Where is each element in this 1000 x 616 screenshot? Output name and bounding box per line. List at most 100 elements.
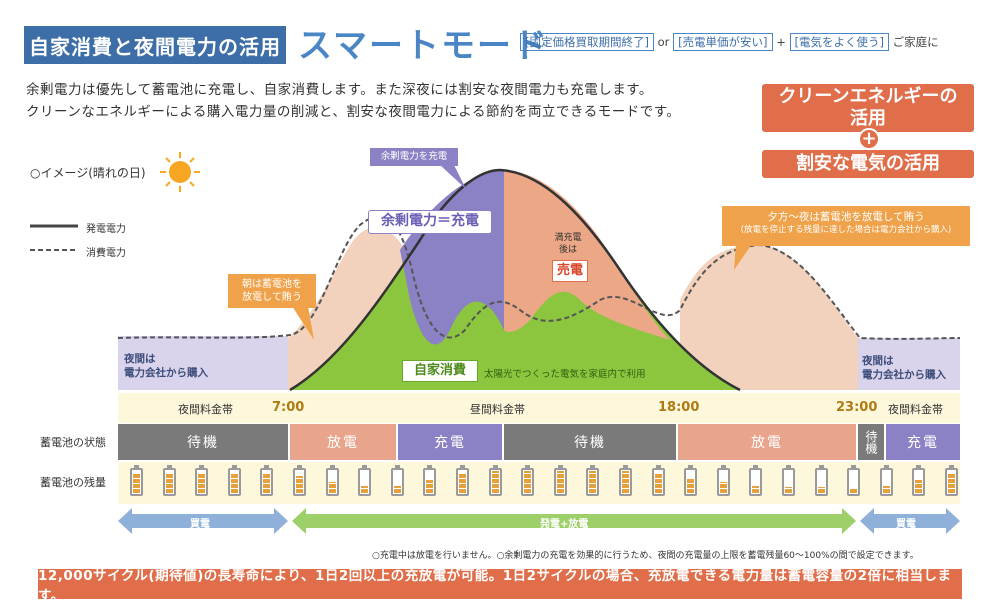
badge-plus-icon: + [858, 128, 880, 150]
battery-fill [589, 471, 597, 493]
morning-discharge-callout: 朝は蓄電池を 放電して賄う [228, 274, 316, 308]
night-rate-label-right: 夜間料金帯 [888, 403, 943, 416]
header-title-badge: 自家消費と夜間電力の活用 [24, 26, 286, 64]
battery-icon [945, 465, 958, 496]
evening-line1: 夕方～夜は蓄電池を放電して賄う [767, 211, 925, 223]
evening-discharge-area [680, 245, 858, 390]
state-standby-3: 待機 [858, 424, 884, 460]
battery-icon [749, 465, 763, 496]
battery-icon [912, 465, 926, 496]
battery-fill [817, 487, 825, 493]
mode-title: スマートモード [298, 26, 549, 66]
night-zone-right [858, 338, 960, 390]
buy-arrow-left [118, 508, 288, 534]
night-rate-label-left: 夜間料金帯 [178, 403, 233, 416]
full-charge-line1: 満充電 [554, 233, 582, 243]
battery-fill [622, 471, 629, 493]
condition-suffix: ご家庭に [892, 35, 939, 49]
self-consumption-note: 太陽光でつくった電気を家庭内で利用 [484, 369, 646, 380]
condition-or: or [657, 35, 670, 49]
battery-icon [521, 465, 535, 496]
battery-icon [684, 465, 698, 496]
battery-icon [195, 465, 209, 496]
buy-arrow-right [860, 508, 960, 534]
sell-area [504, 170, 670, 340]
battery-fill [752, 486, 760, 493]
day-rate-label: 昼間料金帯 [470, 403, 525, 416]
generation-curve [289, 168, 741, 392]
battery-level-label: 蓄電池の残量 [40, 476, 106, 489]
self-consumption-box: 自家消費 [402, 360, 478, 382]
consumption-curve [117, 215, 961, 340]
timeline-band [118, 393, 960, 423]
battery-icon [423, 465, 437, 496]
condition-tag-2: [売電単価が安い] [673, 33, 773, 51]
footnote: ○充電中は放電を行いません。○余剰電力の充電を効果的に行うため、夜間の充電量の上… [372, 551, 919, 561]
buy-label-right: 買電 [896, 519, 916, 530]
legend-generation-label: 発電電力 [86, 224, 126, 235]
battery-fill [230, 473, 238, 493]
full-charge-note: 満充電 後は [548, 232, 588, 256]
battery-icon [814, 465, 828, 496]
time-18: 18:00 [658, 400, 700, 415]
battery-fill [556, 471, 564, 493]
battery-icon [162, 465, 176, 496]
battery-icon [488, 465, 502, 496]
footer-banner: 12,000サイクル(期待値)の長寿命により、1日2回以上の充放電が可能。1日2… [38, 568, 962, 604]
full-charge-line2: 後は [558, 245, 577, 255]
sell-badge: 売電 [552, 260, 588, 282]
battery-fill [263, 473, 271, 493]
battery-icon [847, 465, 861, 496]
evening-callout-pointer [734, 244, 752, 270]
target-household-conditions: [固定価格買取期間終了] or [売電単価が安い] + [電気をよく使う] ご家… [520, 33, 939, 51]
battery-fill [296, 476, 303, 493]
night-right-line1: 夜間は [862, 355, 894, 367]
battery-icon [782, 465, 795, 496]
evening-line2: (放電を停止する残量に達した場合は電力会社から購入) [740, 225, 952, 235]
battery-fill [524, 471, 532, 493]
battery-fill [850, 489, 858, 493]
condition-tag-1: [固定価格買取期間終了] [520, 33, 654, 51]
battery-icon [325, 465, 339, 496]
cheap-power-badge: 割安な電気の活用 [762, 150, 974, 178]
battery-fill [654, 473, 662, 493]
condition-tag-3: [電気をよく使う] [789, 33, 889, 51]
battery-fill [459, 474, 466, 493]
battery-fill [491, 471, 499, 493]
state-discharge-1: 放電 [290, 424, 396, 460]
battery-icon [227, 465, 241, 496]
battery-fill [915, 480, 923, 493]
battery-fill [198, 473, 206, 493]
battery-icon [619, 465, 632, 496]
battery-fill [328, 482, 336, 493]
night-left-line1: 夜間は [124, 353, 156, 365]
battery-level-band [118, 462, 960, 504]
battery-fill [948, 473, 955, 493]
night-buy-right: 夜間は 電力会社から購入 [862, 354, 946, 382]
battery-fill [882, 486, 890, 493]
morning-callout-pointer [292, 306, 314, 340]
gen-discharge-label: 発電+放電 [540, 519, 589, 530]
state-standby-2: 待機 [504, 424, 676, 460]
image-caption: ○イメージ(晴れの日) [30, 166, 146, 180]
battery-fill [785, 487, 792, 493]
description-line-1: 余剰電力は優先して蓄電池に充電し、自家消費します。また深夜には割安な夜間電力も充… [26, 82, 653, 98]
battery-fill [361, 486, 369, 493]
battery-state-label: 蓄電池の状態 [40, 436, 106, 449]
battery-fill [393, 486, 401, 493]
morning-line1: 朝は蓄電池を [242, 279, 302, 290]
time-7: 7:00 [272, 400, 305, 415]
battery-icon [456, 465, 469, 496]
legend-lines [30, 224, 78, 251]
time-23: 23:00 [836, 400, 878, 415]
condition-plus: + [776, 35, 786, 49]
battery-icon [879, 465, 893, 496]
clean-energy-badge-line2: 活用 [850, 108, 886, 129]
buy-label-left: 買電 [190, 519, 210, 530]
battery-icon [390, 465, 404, 496]
battery-icon [716, 465, 730, 496]
battery-icon [651, 465, 665, 496]
battery-fill [133, 473, 140, 493]
battery-fill [719, 482, 727, 493]
